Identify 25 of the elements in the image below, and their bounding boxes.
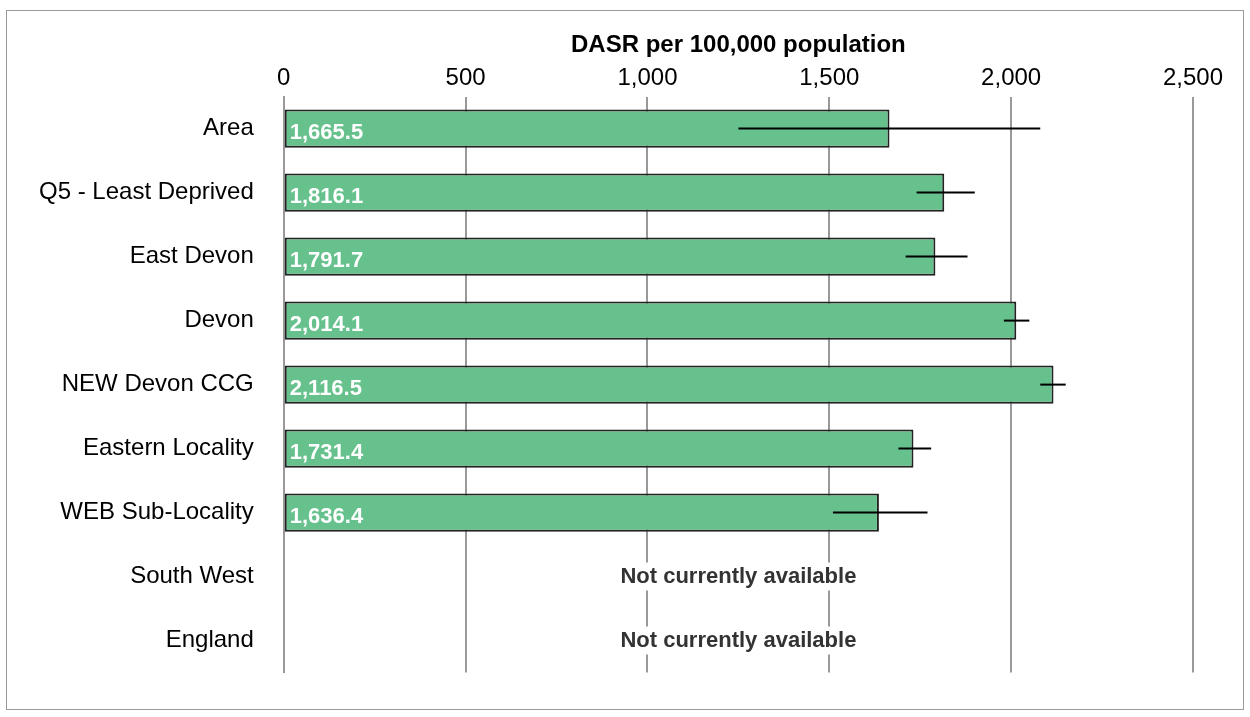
data-label: 2,014.1: [289, 310, 364, 336]
data-label: 1,791.7: [289, 246, 364, 272]
y-tick-label: Eastern Locality: [83, 433, 254, 461]
y-tick-label: Q5 - Least Deprived: [38, 177, 254, 205]
x-tick-label: 2,000: [981, 62, 1042, 90]
x-tick-label: 1,500: [799, 62, 860, 90]
y-tick-label: Area: [203, 113, 255, 141]
y-tick-label: England: [165, 625, 254, 653]
y-tick-label: NEW Devon CCG: [61, 369, 254, 397]
annotation: Not currently available: [620, 626, 857, 652]
x-tick-label: 500: [445, 62, 486, 90]
x-axis-title: DASR per 100,000 population: [571, 30, 906, 58]
data-label: 1,731.4: [289, 438, 364, 464]
data-label: 1,665.5: [289, 118, 364, 144]
y-tick-label: East Devon: [129, 241, 254, 269]
x-tick-label: 2,500: [1162, 62, 1224, 90]
data-label: 1,816.1: [289, 182, 364, 208]
annotation: Not currently available: [620, 562, 857, 588]
data-label: 2,116.5: [289, 374, 362, 400]
y-tick-label: Devon: [184, 305, 254, 333]
data-label: 1,636.4: [289, 502, 364, 528]
y-tick-label: WEB Sub-Locality: [60, 497, 254, 525]
y-tick-label: South West: [130, 561, 255, 589]
x-tick-label: 0: [277, 62, 291, 90]
x-tick-label: 1,000: [617, 62, 678, 90]
